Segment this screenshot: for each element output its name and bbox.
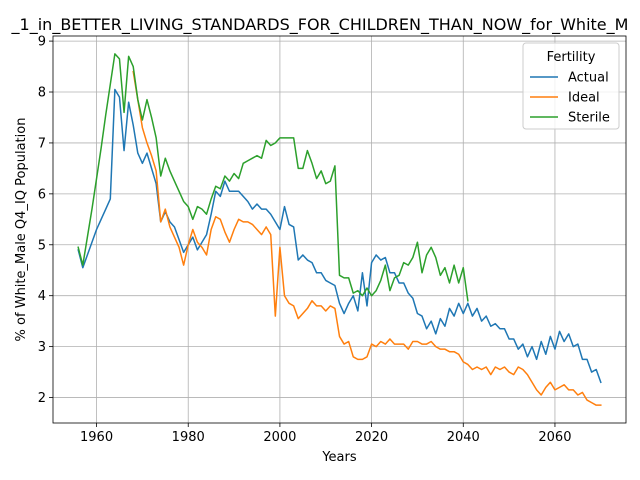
- y-tick-label: 4: [38, 289, 46, 304]
- x-tick-label: 1960: [80, 430, 113, 445]
- x-tick-label: 2020: [355, 430, 388, 445]
- legend-label-ideal: Ideal: [568, 91, 600, 106]
- y-tick-label: 5: [38, 238, 46, 253]
- y-tick-label: 2: [38, 391, 46, 406]
- y-tick-label: 3: [38, 340, 46, 355]
- x-axis: 1960 1980 2000 2020 2040 2060: [80, 423, 571, 445]
- legend-items: Actual Ideal Sterile: [530, 71, 610, 126]
- x-tick-label: 2000: [263, 430, 296, 445]
- series-line-sterile: [77, 53, 469, 302]
- x-tick-label: 1980: [172, 430, 205, 445]
- y-tick-label: 8: [38, 86, 46, 101]
- y-tick-label: 7: [38, 136, 46, 151]
- legend: Fertility Actual Ideal Sterile: [522, 42, 620, 130]
- y-tick-label: 9: [38, 35, 46, 50]
- chart-title: _1_in_BETTER_LIVING_STANDARDS_FOR_CHILDR…: [11, 15, 629, 35]
- legend-title: Fertility: [547, 50, 596, 65]
- legend-box: [522, 42, 620, 130]
- x-tick-label: 2060: [538, 430, 571, 445]
- series-line-ideal: [132, 70, 602, 406]
- plot-frame: [52, 35, 627, 424]
- x-axis-label: Years: [321, 450, 357, 465]
- series-layer: [77, 53, 602, 406]
- y-axis-label: % of White_Male Q4_IQ Population: [14, 118, 29, 342]
- y-axis: 2 3 4 5 6 7 8 9: [38, 35, 53, 406]
- legend-label-actual: Actual: [568, 71, 609, 86]
- y-tick-label: 6: [38, 187, 46, 202]
- legend-label-sterile: Sterile: [568, 111, 610, 126]
- x-tick-label: 2040: [447, 430, 480, 445]
